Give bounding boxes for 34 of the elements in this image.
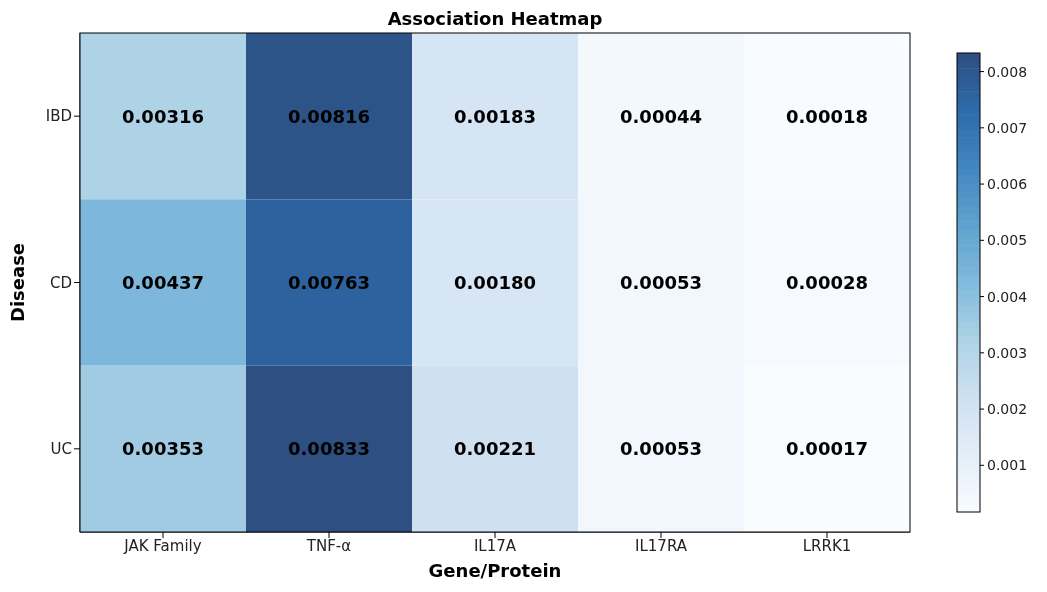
color-bar-label: 0.004 <box>987 288 1028 305</box>
color-bar-label: 0.008 <box>987 63 1028 80</box>
data-label: 0.00833 <box>288 438 370 460</box>
data-label: 0.00221 <box>454 438 536 460</box>
data-label: 0.00028 <box>786 272 868 293</box>
color-bar-label: 0.003 <box>987 344 1028 361</box>
chart-title: Association Heatmap <box>386 8 604 29</box>
x-tick-label: LRRK1 <box>802 536 852 555</box>
y-axis-title: Disease <box>7 242 29 323</box>
x-tick-label: JAK Family <box>123 536 202 555</box>
y-tick-label: IBD <box>45 107 72 126</box>
color-bar-label: 0.002 <box>987 401 1028 418</box>
x-axis-title: Gene/Protein <box>428 560 562 581</box>
data-label: 0.00053 <box>620 272 702 293</box>
color-bar-label: 0.007 <box>987 119 1028 136</box>
y-tick-label: UC <box>50 440 72 459</box>
data-label: 0.00183 <box>454 105 536 127</box>
x-tick-label: IL17A <box>473 536 517 555</box>
data-label: 0.00353 <box>122 438 204 460</box>
x-tick-label: IL17RA <box>635 536 688 555</box>
color-bar-label: 0.006 <box>987 176 1028 193</box>
data-label: 0.00316 <box>122 105 204 127</box>
data-label: 0.00044 <box>620 105 702 127</box>
data-label: 0.00763 <box>288 272 370 293</box>
data-label: 0.00053 <box>620 438 702 460</box>
data-label: 0.00816 <box>288 105 370 127</box>
data-label: 0.00017 <box>786 438 868 460</box>
x-tick-label: TNF-α <box>305 536 352 555</box>
data-label: 0.00437 <box>122 272 204 293</box>
data-label: 0.00180 <box>454 272 536 293</box>
y-tick-label: CD <box>49 273 72 292</box>
color-bar-label: 0.005 <box>987 232 1028 249</box>
color-bar-label: 0.001 <box>987 457 1028 474</box>
data-label: 0.00018 <box>786 105 868 127</box>
